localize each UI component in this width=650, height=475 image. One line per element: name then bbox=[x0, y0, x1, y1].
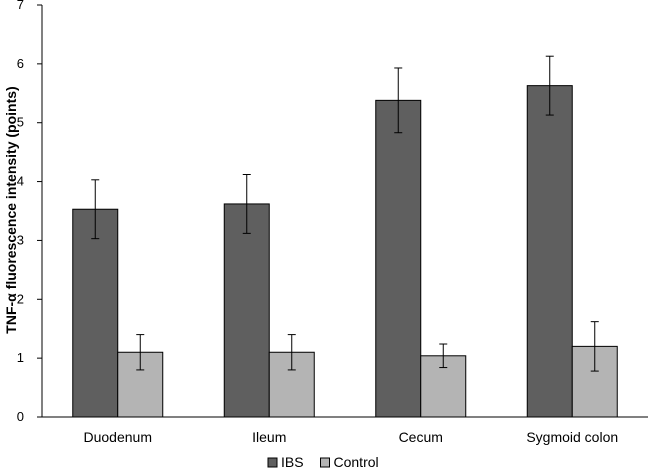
y-tick-label: 6 bbox=[17, 56, 24, 71]
legend-swatch-ibs bbox=[267, 457, 278, 468]
y-tick-label: 7 bbox=[17, 0, 24, 12]
x-category-label: Duodenum bbox=[84, 429, 153, 445]
bar-ibs-duodenum bbox=[72, 208, 119, 418]
y-tick-label: 5 bbox=[17, 115, 24, 130]
error-bars bbox=[91, 55, 599, 372]
bar-ibs-cecum bbox=[375, 99, 422, 418]
y-tick-label: 4 bbox=[17, 174, 24, 189]
legend-label-control: Control bbox=[334, 454, 379, 470]
y-tick-label: 0 bbox=[17, 409, 24, 424]
y-tick-label: 1 bbox=[17, 350, 24, 365]
bars bbox=[72, 85, 618, 418]
x-category-label: Cecum bbox=[399, 429, 443, 445]
x-category-label: Sygmoid colon bbox=[526, 429, 618, 445]
y-axis-ticks: 0 1 2 3 4 5 6 7 bbox=[17, 0, 42, 424]
legend-swatch-control bbox=[320, 457, 330, 468]
legend-label-ibs: IBS bbox=[281, 454, 304, 470]
y-axis-title: TNF-α fluorescence intensity (points) bbox=[3, 86, 19, 333]
bar-ibs-ileum bbox=[223, 203, 270, 418]
x-axis-labels: Duodenum Ileum Cecum Sygmoid colon bbox=[84, 429, 619, 445]
y-tick-label: 2 bbox=[17, 291, 24, 306]
legend: IBS Control bbox=[267, 454, 379, 470]
y-tick-label: 3 bbox=[17, 232, 24, 247]
x-category-label: Ileum bbox=[252, 429, 286, 445]
bar-ibs-sygmoid-colon bbox=[526, 85, 573, 418]
